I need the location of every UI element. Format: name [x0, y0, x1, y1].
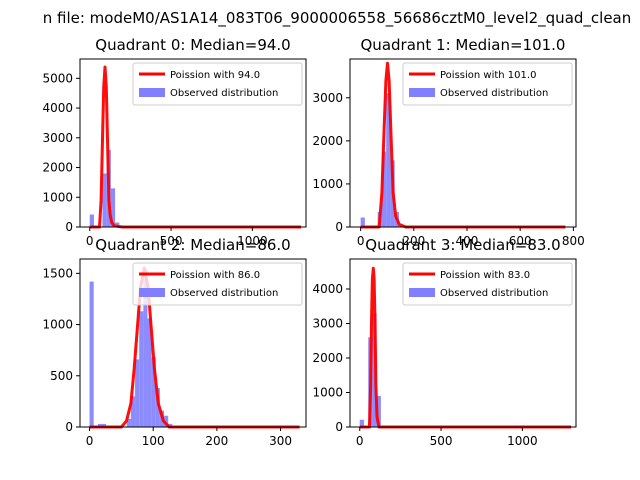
x-tick-label: 1000 [237, 234, 268, 248]
legend-box [132, 62, 303, 106]
hist-bar [143, 269, 148, 427]
x-tick-label: 800 [562, 234, 585, 248]
hist-bar [376, 395, 381, 427]
y-tick-label: 2000 [42, 161, 73, 175]
hist-bar [89, 281, 94, 427]
axes-frame [79, 58, 307, 228]
poisson-curve [360, 61, 566, 229]
hist-bar [97, 423, 102, 427]
hist-bar [110, 188, 116, 227]
hist-bar [381, 151, 387, 227]
subplot-0: 0 500 1000 0 1000 2000 3000 4000 5000 Quadrant 0:… [42, 36, 307, 248]
y-tick-label: 0 [65, 220, 73, 234]
y-tick-label: 0 [65, 420, 73, 434]
legend-label-observed: Observed distribution [440, 88, 548, 99]
y-tick-label: 0 [335, 420, 343, 434]
hist-bar [151, 357, 156, 427]
y-tick-label: 1000 [312, 177, 343, 191]
y-tick-label: 5000 [42, 71, 73, 85]
x-tick-label: 600 [509, 234, 532, 248]
legend-patch-observed [139, 288, 165, 297]
axes-frame [349, 258, 577, 428]
x-tick-label: 500 [430, 434, 453, 448]
y-tick-label: 1000 [312, 386, 343, 400]
legend-label-poisson: Poission with 83.0 [440, 270, 530, 281]
y-tick-label: 4000 [312, 282, 343, 296]
x-tick-label: 0 [86, 234, 94, 248]
x-tick-label: 400 [456, 234, 479, 248]
legend-label-poisson: Poission with 94.0 [170, 70, 260, 81]
x-tick-label: 500 [160, 234, 183, 248]
hist-bar [126, 418, 131, 427]
hist-bar [102, 173, 107, 227]
x-tick-label: 200 [402, 234, 425, 248]
legend-patch-observed [409, 288, 435, 297]
y-tick-label: 3000 [312, 91, 343, 105]
x-tick-label: 300 [269, 434, 292, 448]
poisson-curve [89, 65, 302, 229]
figure-title: n file: modeM0/AS1A14_083T06_9000006558_… [43, 9, 632, 28]
x-tick-label: 0 [356, 434, 364, 448]
legend-label-poisson: Poission with 101.0 [440, 70, 536, 81]
y-tick-label: 500 [50, 369, 73, 383]
subplot-2: 0 100 200 300 0 500 1000 1500 Quadrant 2: Median… [42, 236, 307, 448]
y-tick-label: 4000 [42, 101, 73, 115]
hist-bar [101, 423, 107, 427]
subplot-title: Quadrant 1: Median=101.0 [361, 36, 566, 54]
hist-bar [360, 217, 365, 227]
axes-frame [349, 58, 577, 228]
x-tick-label: 100 [142, 434, 165, 448]
x-tick-label: 1000 [507, 434, 538, 448]
hist-bar [147, 318, 152, 427]
y-tick-label: 2000 [312, 134, 343, 148]
subplot-title: Quadrant 2: Median=86.0 [95, 236, 290, 254]
hist-bar [135, 359, 140, 427]
legend-box [402, 262, 573, 306]
y-tick-label: 0 [335, 220, 343, 234]
subplot-title: Quadrant 3: Median=83.0 [365, 236, 560, 254]
x-tick-label: 0 [86, 434, 94, 448]
hist-bar [139, 311, 144, 427]
legend-label-observed: Observed distribution [170, 288, 278, 299]
y-tick-label: 2000 [312, 351, 343, 365]
legend-label-poisson: Poission with 86.0 [170, 270, 260, 281]
axes-frame [79, 258, 307, 428]
hist-bar [386, 93, 391, 227]
legend-label-observed: Observed distribution [170, 88, 278, 99]
hist-bar [130, 396, 136, 427]
x-tick-label: 0 [357, 234, 365, 248]
x-tick-label: 200 [205, 434, 228, 448]
y-tick-label: 1000 [42, 190, 73, 204]
y-tick-label: 3000 [312, 317, 343, 331]
legend-patch-observed [409, 88, 435, 97]
legend-label-observed: Observed distribution [440, 288, 548, 299]
subplot-title: Quadrant 0: Median=94.0 [95, 36, 290, 54]
poisson-curve [359, 266, 572, 429]
y-tick-label: 1500 [42, 266, 73, 280]
hist-bar [155, 388, 160, 427]
hist-bar [164, 415, 169, 427]
legend-patch-observed [139, 88, 165, 97]
hist-bar [168, 423, 173, 427]
hist-bar [89, 214, 94, 227]
legend-box [132, 262, 303, 306]
hist-bar [359, 419, 364, 427]
y-tick-label: 1000 [42, 318, 73, 332]
subplot-1: 0 200 400 600 800 0 1000 2000 3000 Quadrant 1: Me… [312, 36, 584, 248]
legend-box [402, 62, 573, 106]
y-tick-label: 3000 [42, 131, 73, 145]
